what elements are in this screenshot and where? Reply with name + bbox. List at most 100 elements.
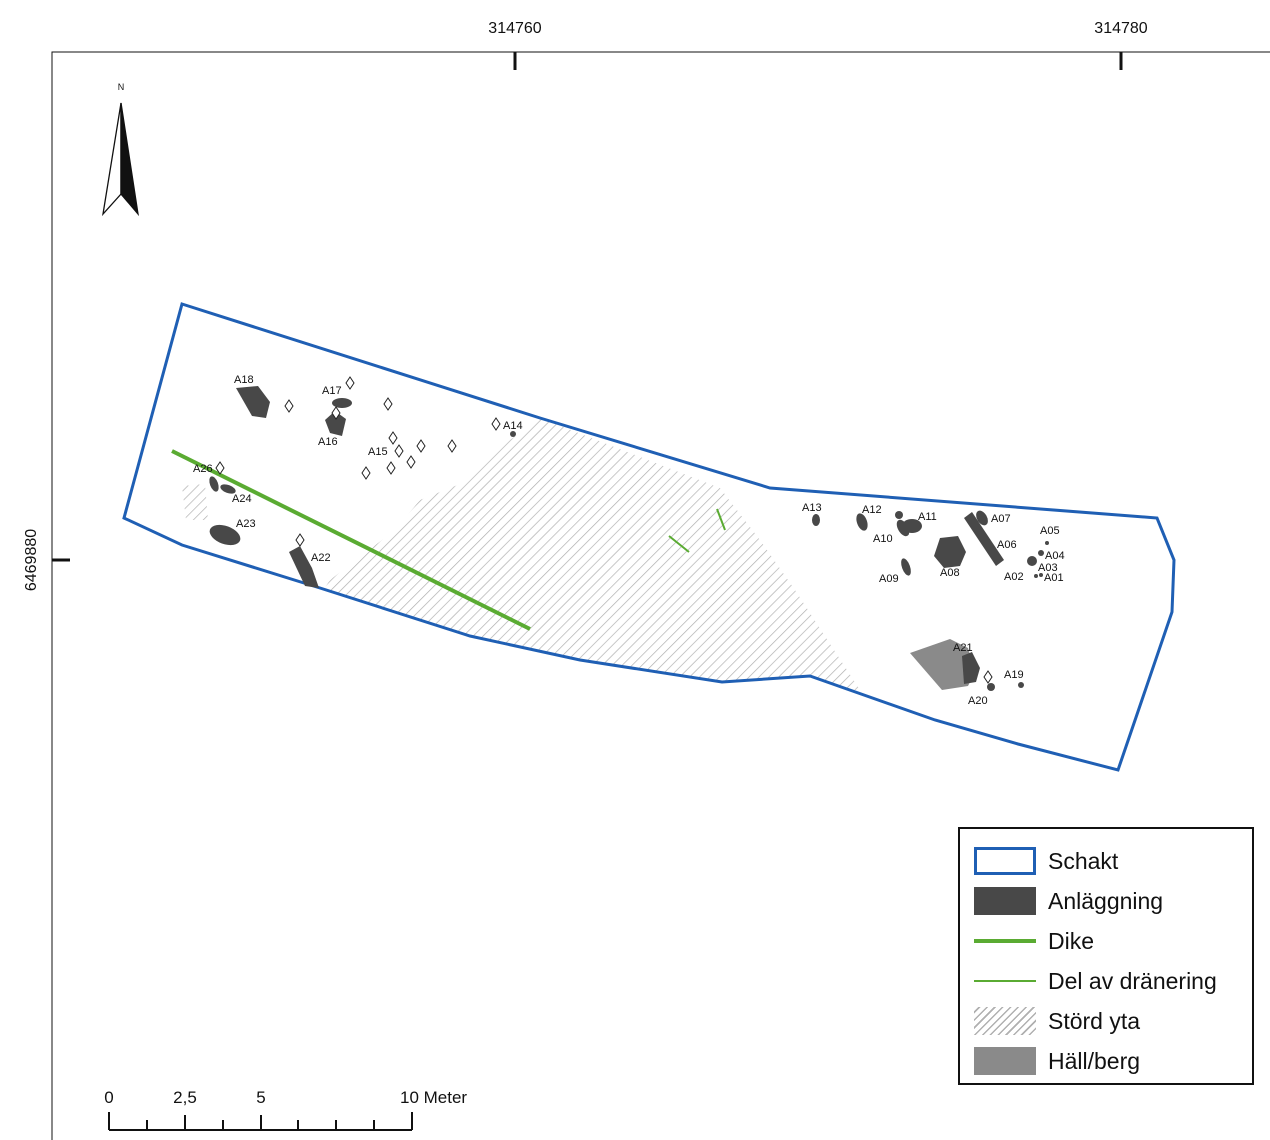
legend-label: Häll/berg	[1048, 1048, 1141, 1074]
disturbed-area	[320, 418, 860, 690]
feature-a21	[962, 652, 980, 684]
feature-label: A12	[862, 504, 882, 516]
find-marker	[447, 439, 457, 453]
feature-label: A11	[918, 511, 937, 523]
scale-bar: 0 2,5 5 10 Meter	[104, 1088, 467, 1131]
hall-swatch	[974, 1047, 1036, 1075]
feature-label: A18	[234, 374, 254, 386]
disturbed-area-small	[182, 484, 208, 520]
find-marker	[295, 533, 305, 547]
feature-label: A05	[1040, 525, 1060, 537]
find-marker	[983, 670, 993, 684]
anlaggning-swatch	[974, 887, 1036, 915]
feature-a16	[325, 411, 346, 436]
feature-a09	[901, 558, 911, 576]
find-marker	[331, 406, 341, 420]
north-label: N	[118, 82, 125, 92]
x-tick-label: 314760	[488, 20, 541, 37]
legend-item-dike: Dike	[974, 925, 1244, 957]
feature-a01	[1039, 573, 1043, 577]
feature-label: A16	[318, 436, 338, 448]
feature-a18	[236, 386, 270, 418]
feature-a10	[896, 519, 910, 537]
feature-label: A17	[322, 385, 342, 397]
feature-a12	[856, 513, 868, 531]
feature-a23	[209, 524, 241, 546]
find-marker	[345, 376, 355, 390]
feature-label: A02	[1004, 571, 1024, 583]
feature-label: A03	[1038, 562, 1058, 574]
find-marker	[284, 399, 294, 413]
find-marker	[361, 466, 371, 480]
feature-label: A20	[968, 695, 988, 707]
feature-label: A19	[1004, 669, 1024, 681]
legend-item-schakt: Schakt	[974, 845, 1244, 877]
feature-a08	[934, 536, 966, 568]
find-marker	[406, 455, 416, 469]
schakt-outline	[122, 302, 1176, 772]
feature-label: A07	[991, 513, 1011, 525]
feature-label: A01	[1044, 572, 1064, 584]
scale-label: 0	[104, 1088, 113, 1107]
legend-label: Anläggning	[1048, 888, 1164, 914]
legend-label: Schakt	[1048, 848, 1119, 874]
feature-label: A24	[232, 493, 252, 505]
feature-a17	[332, 398, 352, 408]
feature-label: A14	[503, 420, 523, 432]
feature-a04	[1038, 550, 1044, 556]
feature-label: A15	[368, 446, 388, 458]
dike-line	[171, 449, 531, 631]
feature-label: A13	[802, 502, 822, 514]
feature-a02	[1034, 574, 1038, 578]
hatch-swatch	[974, 1007, 1036, 1035]
feature-label: A10	[873, 533, 893, 545]
x-tick-label: 314780	[1094, 20, 1147, 37]
bedrock-area	[910, 639, 975, 690]
feature-a22	[289, 546, 319, 588]
dike-swatch	[974, 927, 1036, 955]
find-marker	[491, 417, 501, 431]
feature-label: A23	[236, 518, 256, 530]
legend-item-hall-berg: Häll/berg	[974, 1045, 1244, 1077]
legend: Schakt Anläggning Dike Del av dränering …	[958, 827, 1254, 1085]
legend-label: Del av dränering	[1048, 968, 1217, 994]
feature-a05	[1045, 541, 1049, 545]
drainage-segment	[716, 508, 726, 531]
feature-a19	[1018, 682, 1024, 688]
schakt-swatch	[974, 847, 1036, 875]
feature-label: A21	[953, 642, 973, 654]
map-frame	[51, 51, 1270, 1140]
finds-layer	[215, 376, 993, 684]
feature-label: A26	[193, 463, 213, 475]
find-marker	[215, 461, 225, 475]
feature-label: A22	[311, 552, 331, 564]
find-marker	[386, 461, 396, 475]
feature-label: A08	[940, 567, 960, 579]
scale-label: 10 Meter	[400, 1088, 467, 1107]
find-marker	[388, 431, 398, 445]
feature-a24	[220, 484, 236, 494]
feature-label: A04	[1045, 550, 1065, 562]
drainage-segment	[668, 535, 690, 553]
legend-item-anlaggning: Anläggning	[974, 885, 1244, 917]
north-arrow-icon: N	[102, 82, 139, 217]
feature-a13	[812, 514, 820, 526]
feature-label: A06	[997, 539, 1017, 551]
find-marker	[394, 444, 404, 458]
feature-a14	[510, 431, 516, 437]
feature-a07	[976, 510, 988, 526]
legend-label: Störd yta	[1048, 1008, 1141, 1034]
legend-item-stord-yta: Störd yta	[974, 1005, 1244, 1037]
feature-a20	[987, 683, 995, 691]
legend-item-dranering: Del av dränering	[974, 965, 1244, 997]
scale-label: 2,5	[173, 1088, 197, 1107]
dranering-swatch	[974, 967, 1036, 995]
y-tick-label: 6469880	[23, 529, 40, 591]
feature-a26	[209, 476, 219, 492]
find-marker	[383, 397, 393, 411]
feature-a06	[964, 512, 1004, 566]
feature-a03	[1027, 556, 1037, 566]
feature-label: A09	[879, 573, 899, 585]
feature-a10-small	[895, 511, 903, 519]
